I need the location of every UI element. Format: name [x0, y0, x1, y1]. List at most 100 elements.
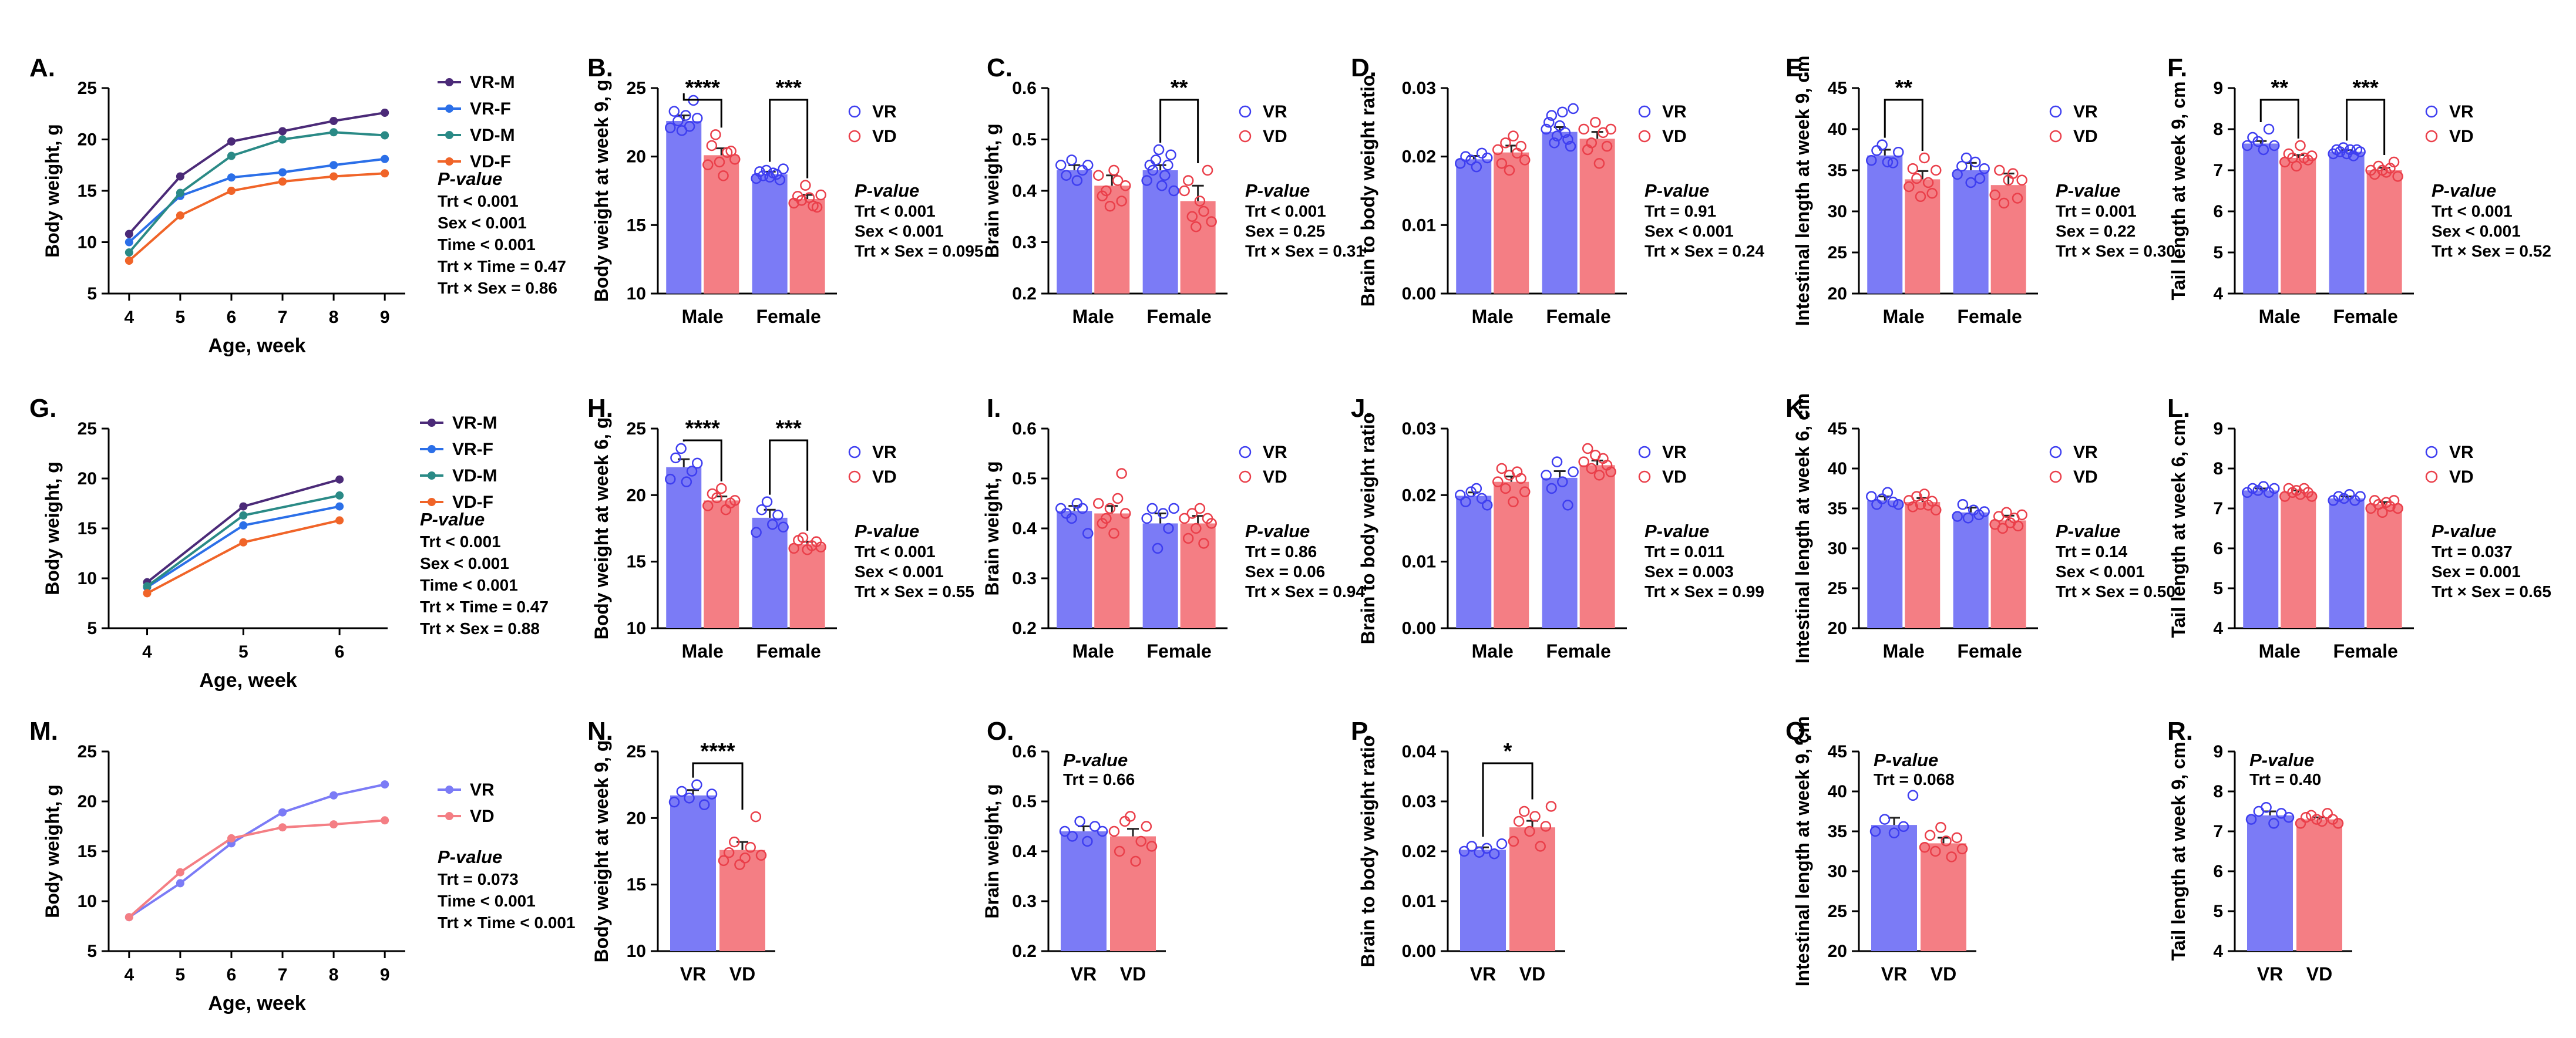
individual-point — [1915, 191, 1926, 203]
individual-point — [1887, 496, 1899, 508]
significance-bracket — [2346, 99, 2386, 155]
individual-point — [2012, 520, 2024, 532]
x-category-label: Male — [1472, 641, 1514, 662]
individual-point — [2344, 488, 2355, 500]
bar-VR — [1057, 511, 1092, 628]
legend-label: VR-M — [470, 73, 515, 92]
individual-point — [2388, 156, 2400, 168]
y-tick-label: 0.02 — [1402, 486, 1436, 505]
individual-point — [797, 532, 809, 544]
p-value-line: Trt = 0.86 — [1245, 542, 1317, 561]
individual-point — [675, 443, 687, 454]
individual-point — [2306, 491, 2318, 502]
individual-point — [1206, 216, 1217, 227]
data-point — [381, 154, 389, 163]
x-tick-label: 8 — [329, 308, 339, 327]
individual-point — [1104, 201, 1116, 212]
individual-point — [1071, 175, 1083, 186]
individual-point — [1466, 841, 1478, 852]
panel-letter: Q. — [1785, 717, 1812, 746]
x-category-label: Male — [1072, 641, 1114, 662]
individual-point — [1882, 156, 1894, 168]
y-axis-label: Tail length at week 9, cm — [2168, 82, 2189, 301]
data-point — [381, 131, 389, 140]
x-category-label: Female — [756, 641, 821, 662]
x-category-label: Male — [1472, 306, 1514, 327]
y-tick-label: 25 — [78, 79, 97, 98]
y-axis-label: Intestinal length at week 9, cm — [1792, 716, 1813, 987]
individual-point — [1198, 205, 1209, 217]
legend-label: VR — [872, 102, 897, 122]
individual-point — [1546, 110, 1558, 121]
individual-point — [2345, 144, 2356, 156]
p-value-line: Trt × Sex = 0.99 — [1645, 582, 1764, 601]
p-value-heading: P-value — [420, 509, 485, 530]
individual-point — [1125, 811, 1136, 822]
individual-point — [2392, 171, 2403, 182]
individual-point — [1104, 503, 1116, 514]
individual-point — [702, 159, 714, 170]
panel-letter: H. — [587, 394, 613, 423]
panel-letter: R. — [2167, 717, 2193, 746]
y-tick-label: 0.2 — [1012, 942, 1037, 961]
individual-point — [1524, 825, 1535, 837]
y-tick-label: 9 — [2213, 742, 2223, 761]
individual-point — [684, 121, 695, 132]
individual-point — [2283, 811, 2295, 823]
p-value-line: Trt × Sex = 0.095 — [855, 242, 984, 260]
bar-VD — [1494, 481, 1529, 628]
individual-point — [1082, 835, 1093, 847]
individual-point — [1951, 832, 1963, 844]
individual-point — [1970, 156, 1981, 168]
individual-point — [2392, 503, 2403, 514]
p-value-line: Sex = 0.003 — [1645, 562, 1734, 581]
y-tick-label: 7 — [2213, 161, 2223, 180]
x-tick-label: 9 — [380, 308, 390, 327]
panel-letter: B. — [587, 53, 613, 82]
individual-point — [2258, 481, 2269, 492]
individual-point — [1529, 811, 1541, 822]
significance-bracket — [2259, 99, 2299, 139]
data-point — [335, 502, 344, 511]
individual-point — [2377, 507, 2388, 518]
bar-VD — [719, 850, 765, 951]
data-point — [176, 879, 184, 888]
y-tick-label: 0.2 — [1012, 284, 1037, 304]
individual-point — [2261, 801, 2272, 813]
individual-point — [1866, 491, 1877, 502]
x-tick-label: 5 — [238, 642, 248, 662]
p-value-line: Sex < 0.001 — [2432, 222, 2521, 240]
individual-point — [757, 170, 769, 181]
p-value-line: Time < 0.001 — [438, 235, 536, 254]
panel-L: L. 4 5 6 7 8 9 Tail length at week 6, cm Male Fem… — [2167, 394, 2551, 662]
panel-letter: D. — [1351, 53, 1377, 82]
panel-letter: O. — [987, 717, 1014, 746]
y-tick-label: 0.01 — [1402, 552, 1436, 572]
bar-VD — [704, 155, 739, 294]
legend-marker — [2049, 105, 2062, 118]
individual-point — [1568, 466, 1579, 477]
bar-VR — [1542, 477, 1578, 628]
x-category-label: VD — [1120, 963, 1146, 985]
p-value-line: Trt × Sex = 0.30 — [2056, 242, 2175, 260]
individual-point — [1146, 503, 1158, 514]
y-axis-label: Body weight, g — [42, 124, 63, 258]
y-tick-label: 0.00 — [1402, 284, 1436, 304]
individual-point — [1586, 137, 1598, 149]
individual-point — [686, 466, 698, 477]
panel-Q: Q. 20 25 30 35 40 45 Intestinal length at week … — [1785, 716, 1976, 987]
individual-point — [1935, 821, 1946, 833]
individual-point — [1130, 855, 1141, 867]
p-value-heading: P-value — [2056, 180, 2120, 201]
y-tick-label: 15 — [627, 215, 646, 235]
legend-marker — [2049, 470, 2062, 483]
individual-point — [1101, 185, 1112, 197]
panel-letter: N. — [587, 717, 613, 746]
y-tick-label: 15 — [78, 181, 97, 201]
x-category-label: VR — [1470, 963, 1496, 985]
individual-point — [2306, 150, 2318, 161]
individual-point — [1120, 508, 1131, 519]
x-tick-label: 7 — [278, 308, 288, 327]
individual-point — [1593, 470, 1605, 481]
individual-point — [665, 473, 676, 485]
